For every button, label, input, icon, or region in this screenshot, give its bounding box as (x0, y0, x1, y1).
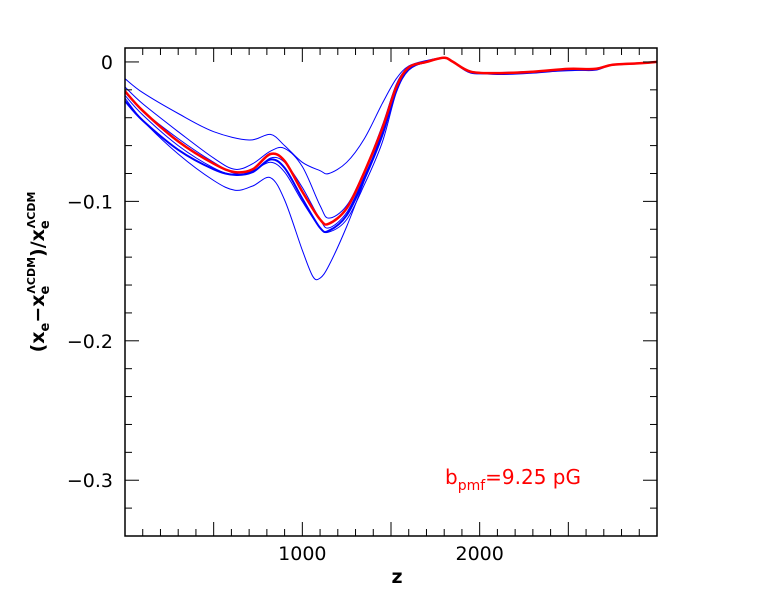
series-line-sample-6 (125, 56, 657, 234)
y-axis-title: (xe−xeΛCDM)/xeΛCDM (25, 192, 53, 353)
series-layer (125, 56, 657, 281)
y-tick-label: −0.1 (67, 191, 113, 213)
y-title-sub1: e (38, 322, 53, 331)
y-tick-label: 0 (101, 52, 113, 74)
y-title-sup3: ΛCDM (25, 192, 38, 229)
y-title-close: )/x (27, 229, 49, 257)
y-title-sup2: ΛCDM (25, 257, 38, 294)
annotation-suffix: =9.25 pG (485, 465, 581, 489)
svg-text:(xe−xeΛCDM)/xeΛCDM: (xe−xeΛCDM)/xeΛCDM (25, 192, 53, 353)
plot-frame (124, 47, 658, 537)
x-tick-label: 1000 (278, 543, 326, 565)
y-title-minus: −x (27, 294, 49, 322)
series-line-mean (125, 56, 657, 226)
y-title-sub3: e (38, 220, 53, 229)
y-title-open: (x (27, 331, 49, 352)
series-line-sample-4 (125, 57, 657, 234)
ticks-layer: 1000 2000 0 −0.1 −0.2 −0.3 (67, 48, 657, 565)
annotation-bfield: bpmf=9.25 pG (445, 465, 581, 494)
series-line-sample-3 (125, 57, 657, 229)
x-axis-title: z (391, 566, 402, 588)
x-tick-label: 2000 (455, 543, 503, 565)
series-line-sample-2 (125, 57, 657, 219)
y-tick-label: −0.3 (67, 470, 113, 492)
series-line-sample-5 (125, 57, 657, 281)
annotation-prefix: b (445, 465, 458, 489)
y-tick-label: −0.2 (67, 331, 113, 353)
annotation-subscript: pmf (458, 478, 487, 494)
y-title-sub2: e (38, 285, 53, 294)
